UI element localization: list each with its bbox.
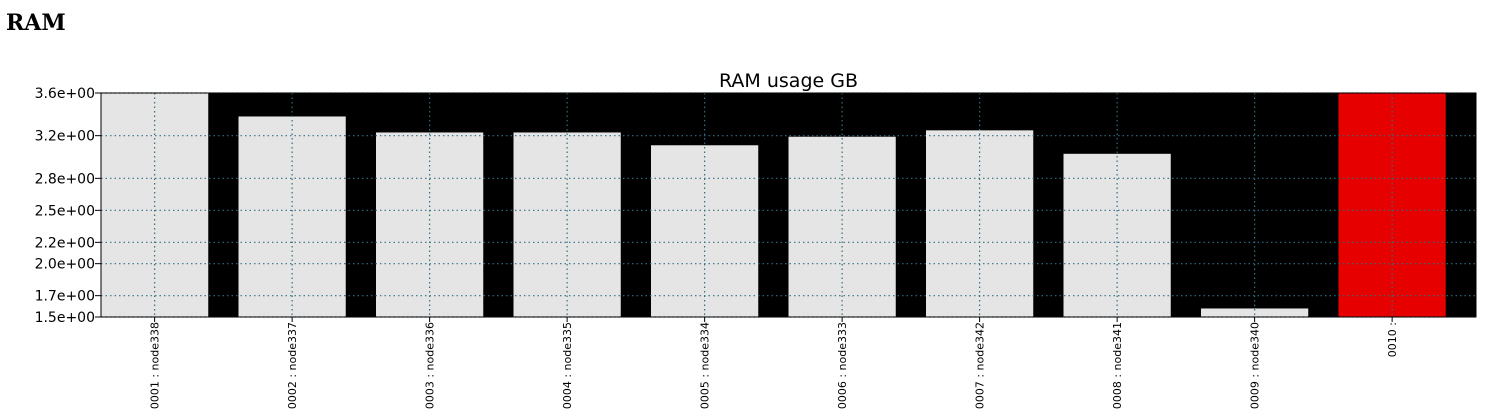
x-tick-label: 0008 : node341 [1111,322,1124,409]
y-tick-label: 2.8e+00 [35,171,95,187]
y-tick-label: 1.7e+00 [35,289,95,305]
plot-frame [100,92,1477,318]
y-tick-label: 2.2e+00 [35,235,95,251]
y-tick-label: 3.6e+00 [35,86,95,102]
y-tick-label: 1.5e+00 [35,310,95,326]
bar-0005 [651,145,759,317]
x-tick-label: 0004 : node335 [561,322,574,409]
x-tick-label: 0005 : node334 [699,322,712,409]
x-tick-label: 0001 : node338 [149,322,162,409]
y-tick-label: 3.2e+00 [35,129,95,145]
page-heading: RAM [6,10,66,36]
bar-0006 [788,136,896,317]
bar-0009 [1201,308,1309,317]
x-tick-label: 0009 : node340 [1249,322,1262,409]
x-tick-label: 0006 : node333 [836,322,849,409]
x-tick-label: 0002 : node337 [286,322,299,409]
bar-0002 [238,116,346,317]
y-tick-label: 2.0e+00 [35,257,95,273]
y-tick-label: 2.5e+00 [35,203,95,219]
x-tick-label: 0007 : node342 [974,322,987,409]
x-tick-label: 0003 : node336 [424,322,437,409]
bar-0008 [1063,153,1171,317]
x-tick-label: 0010 : [1386,322,1399,357]
chart-title: RAM usage GB [719,70,858,92]
